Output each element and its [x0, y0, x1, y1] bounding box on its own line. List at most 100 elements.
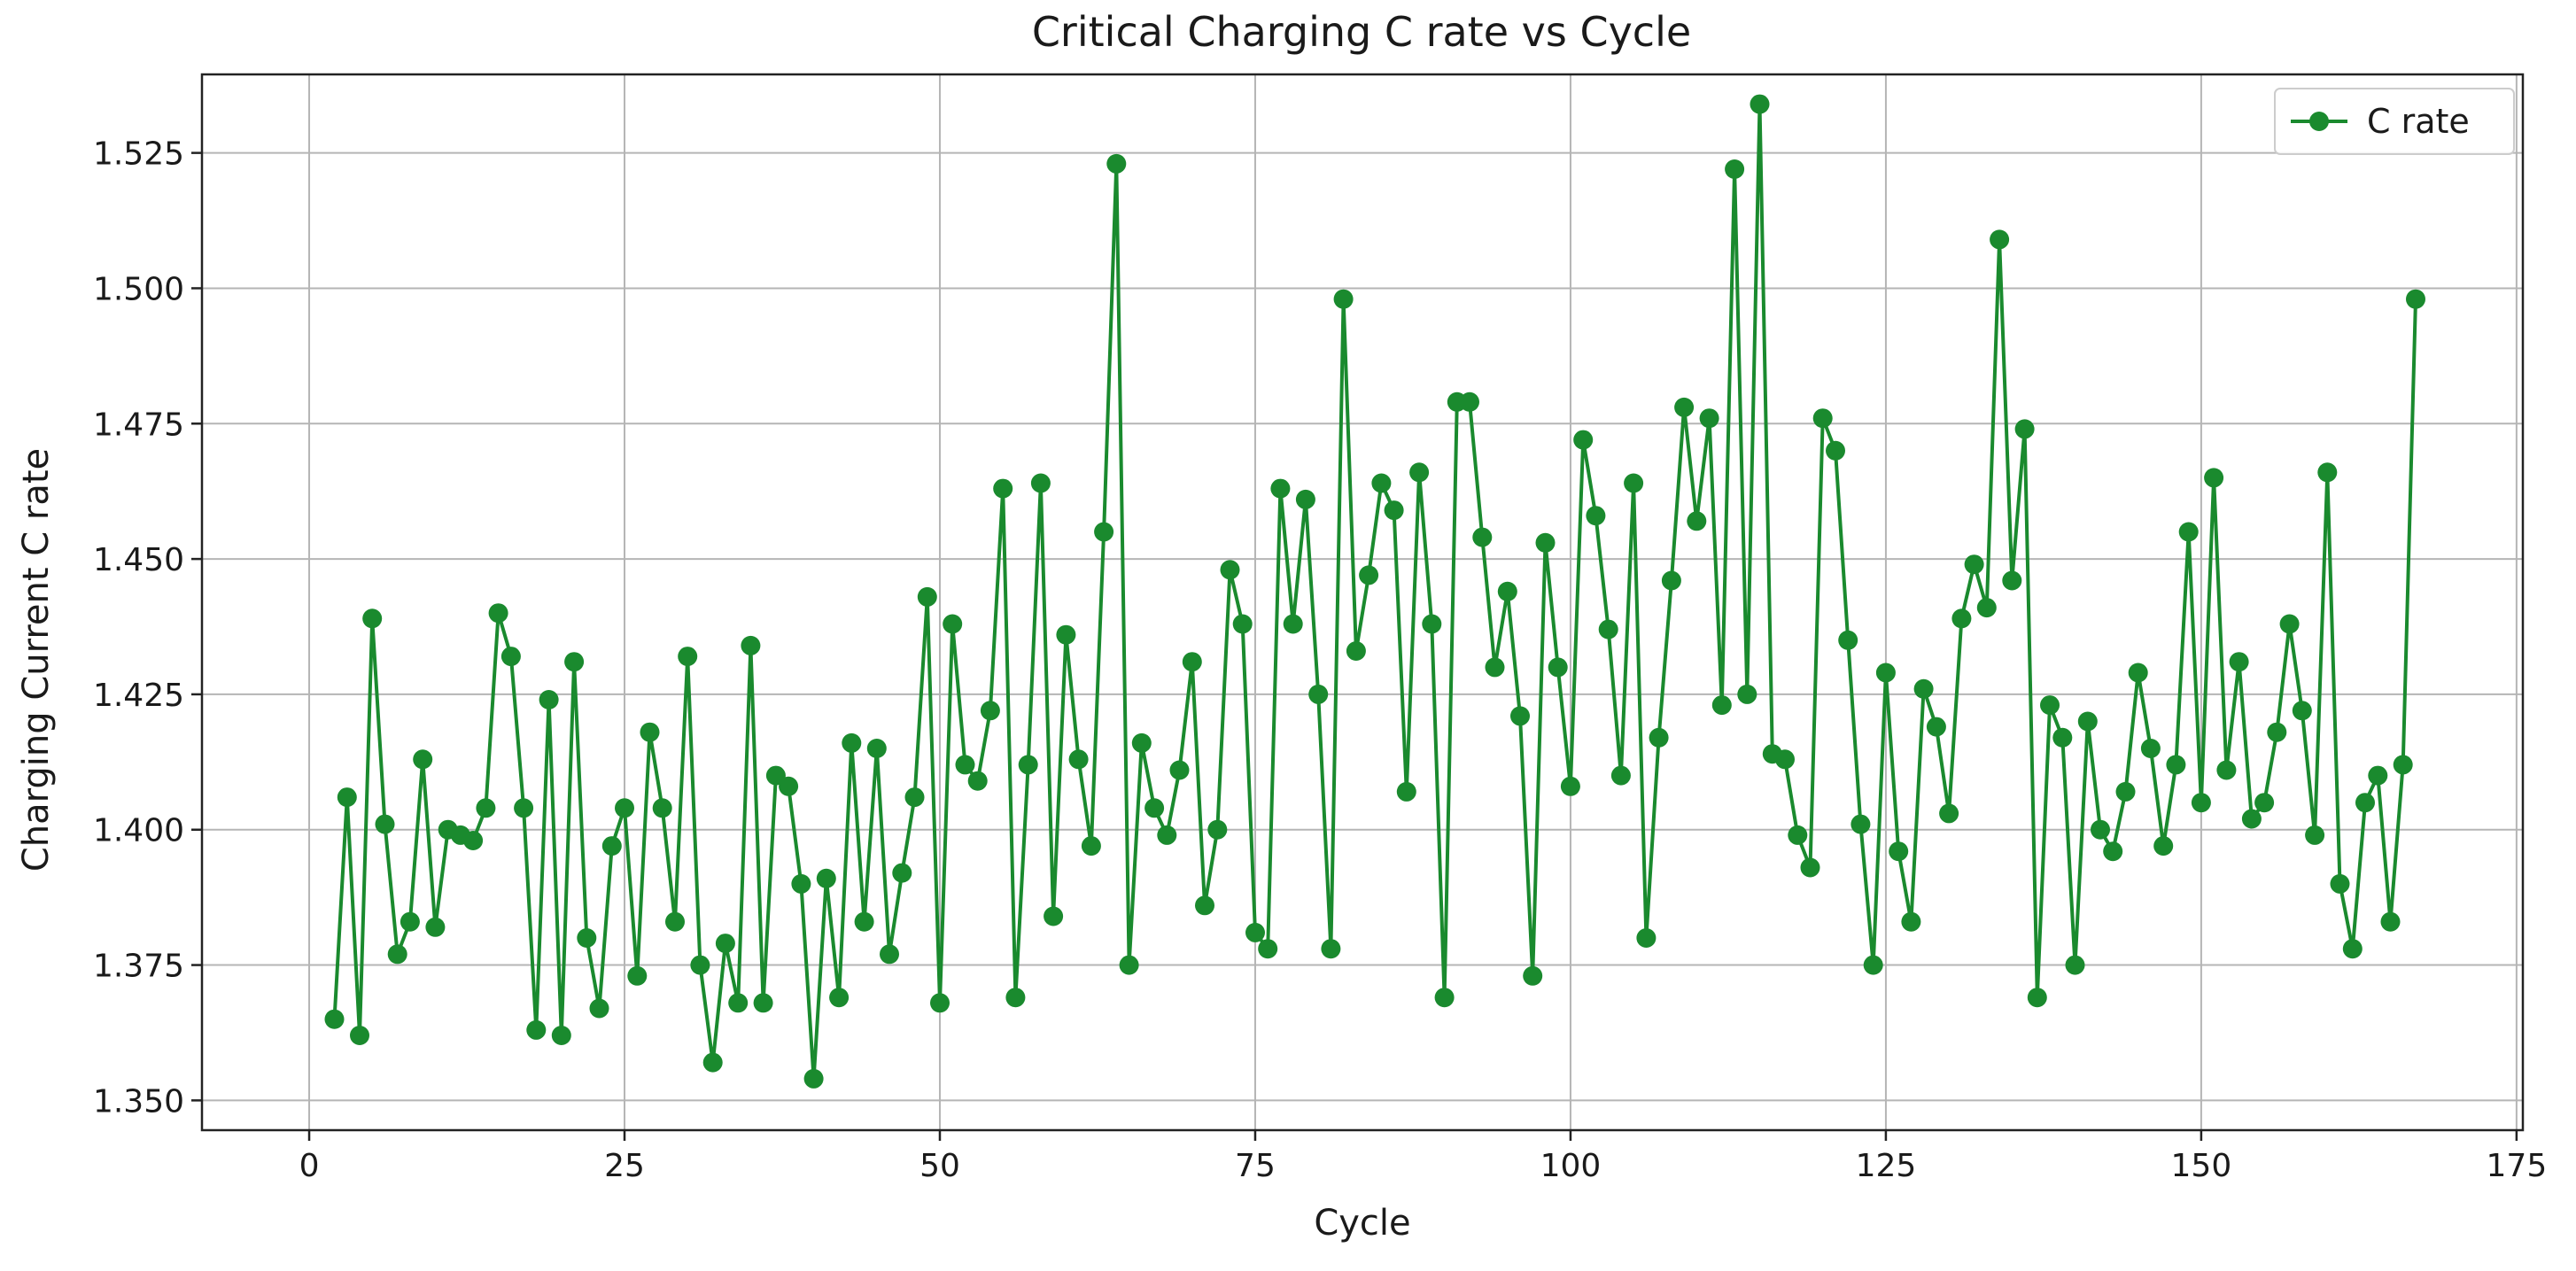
data-point [1711, 695, 1732, 716]
data-point [1321, 939, 1341, 959]
series-line [332, 102, 2417, 1081]
data-point [652, 798, 672, 818]
data-point [2153, 836, 2174, 856]
data-point [1826, 440, 1845, 461]
legend-marker [2309, 112, 2329, 131]
data-point [943, 614, 963, 634]
data-point [1434, 988, 1455, 1008]
y-tick-label: 1.375 [93, 949, 184, 985]
data-point [1913, 678, 1934, 699]
data-point [1283, 614, 1303, 634]
data-point [741, 635, 761, 655]
x-tick-label: 150 [2171, 1148, 2232, 1184]
data-point [1258, 939, 1278, 959]
x-tick-label: 175 [2487, 1148, 2548, 1184]
data-point [1951, 608, 1972, 629]
data-point [1333, 289, 1354, 309]
data-point [1800, 857, 1820, 878]
data-point [350, 1026, 369, 1045]
data-point [400, 911, 420, 932]
data-point [2191, 793, 2211, 813]
x-tick-label: 50 [919, 1148, 960, 1184]
x-tick-label: 100 [1540, 1148, 1602, 1184]
data-point [665, 911, 685, 932]
plot-area-frame [200, 73, 2525, 1132]
data-point [1901, 911, 1921, 932]
data-point [1144, 798, 1165, 818]
data-point [880, 944, 899, 965]
data-point [728, 993, 749, 1013]
data-point [2166, 755, 2186, 775]
data-point [1598, 619, 1618, 639]
data-point [1586, 506, 1606, 526]
data-point [2040, 695, 2060, 716]
x-tick-label: 25 [604, 1148, 645, 1184]
data-point [413, 749, 433, 770]
data-point [1851, 814, 1871, 834]
data-point [2140, 739, 2161, 758]
data-point [387, 944, 407, 965]
data-point [1926, 717, 1946, 737]
data-point [1081, 836, 1101, 856]
data-point [1863, 955, 1883, 975]
data-point [2002, 570, 2022, 591]
legend: C rate [2274, 88, 2515, 155]
data-point [1964, 554, 1984, 575]
y-tick-label: 1.450 [93, 542, 184, 578]
data-point [1535, 532, 1556, 553]
axis-ticks: 0 25 50 75 100 125 150 175 1.350 1.375 1.400 1.425 1… [93, 136, 2547, 1184]
data-point [930, 993, 950, 1013]
y-tick-label: 1.500 [93, 271, 184, 307]
data-point [791, 873, 811, 894]
data-point [2355, 793, 2375, 813]
data-point [2267, 722, 2287, 742]
x-tick-label: 75 [1235, 1148, 1276, 1184]
data-point [1308, 684, 1329, 704]
data-point [1094, 522, 1114, 542]
data-point [1295, 489, 1315, 509]
data-point [2103, 841, 2123, 862]
data-point [842, 732, 862, 753]
data-point [993, 478, 1013, 499]
data-point [702, 1052, 723, 1073]
y-tick-label: 1.475 [93, 407, 184, 443]
data-point [1359, 565, 1379, 585]
data-point [1674, 397, 1695, 417]
data-point [1472, 527, 1493, 547]
data-point [2292, 701, 2312, 721]
data-point [362, 608, 383, 629]
data-point [2027, 988, 2047, 1008]
data-point [955, 755, 975, 775]
data-point [2380, 911, 2401, 932]
data-point [904, 787, 925, 808]
data-point [1775, 749, 1795, 770]
data-point [1939, 803, 1959, 824]
data-point [1409, 462, 1430, 483]
data-point [1497, 581, 1517, 601]
x-tick-label: 0 [299, 1148, 320, 1184]
legend-box [2274, 88, 2515, 155]
data-point [816, 868, 836, 888]
data-point [1119, 955, 1139, 975]
data-point [1699, 408, 1719, 429]
data-point [1610, 765, 1631, 786]
data-point [1485, 657, 1505, 678]
data-point [829, 988, 850, 1008]
data-point [1573, 430, 1594, 450]
data-point [2115, 781, 2136, 802]
data-point [1346, 641, 1366, 661]
data-point [2065, 955, 2085, 975]
data-point [2077, 711, 2098, 732]
y-axis-label: Charging Current C rate [16, 448, 57, 872]
data-point [564, 652, 585, 672]
data-point [476, 798, 496, 818]
data-point [2305, 825, 2325, 845]
data-point [1157, 825, 1177, 845]
data-point [1636, 928, 1657, 948]
data-point [1990, 229, 2010, 250]
data-point [2368, 765, 2388, 786]
data-point [324, 1009, 345, 1029]
data-point [1624, 473, 1644, 493]
data-point [1182, 652, 1202, 672]
